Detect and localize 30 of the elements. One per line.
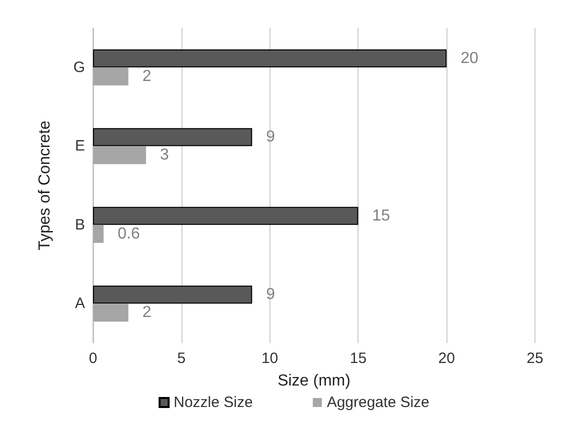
- y-axis-title: Types of Concrete: [36, 120, 54, 250]
- y-tick-label: G: [73, 58, 85, 76]
- data-label: 0.6: [118, 225, 140, 242]
- bar: [93, 128, 252, 146]
- x-tick-label: 5: [177, 350, 186, 367]
- x-tick-label: 15: [350, 350, 367, 367]
- data-label: 2: [142, 304, 152, 322]
- legend-label: Nozzle Size: [174, 394, 253, 411]
- bar: [93, 67, 128, 86]
- bar: [93, 224, 104, 243]
- data-label: 9: [266, 286, 276, 304]
- data-label: 3: [160, 146, 170, 164]
- data-label: 9: [266, 128, 276, 146]
- y-tick-label: E: [74, 138, 85, 155]
- data-label: 15: [372, 207, 390, 224]
- bar: [93, 286, 252, 304]
- bar: [93, 304, 128, 322]
- x-tick-label: 10: [261, 350, 278, 367]
- bar: [93, 49, 447, 68]
- y-tick-label: A: [74, 295, 85, 312]
- x-tick-label: 25: [526, 350, 544, 367]
- y-tick-label: B: [74, 216, 85, 234]
- bar: [93, 146, 146, 164]
- x-axis-title: Size (mm): [278, 372, 350, 390]
- x-tick-label: 0: [88, 350, 98, 367]
- data-label: 2: [142, 68, 152, 85]
- bar: [93, 206, 358, 225]
- data-label: 20: [460, 50, 478, 67]
- x-tick-label: 20: [438, 350, 455, 367]
- legend-label: Aggregate Size: [326, 394, 430, 411]
